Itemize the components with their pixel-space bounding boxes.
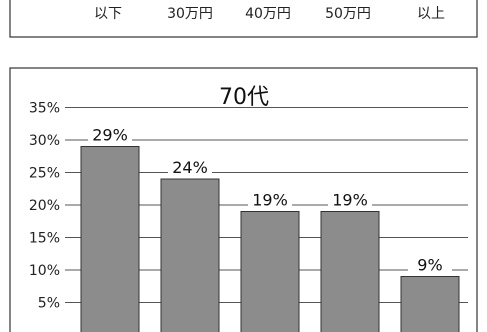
bar-4 bbox=[320, 211, 380, 332]
data-label-2: 24% bbox=[172, 158, 208, 177]
bar-3 bbox=[240, 211, 300, 332]
data-label-3: 19% bbox=[252, 191, 288, 210]
data-label-bg-5 bbox=[408, 255, 452, 273]
data-label-bg-1 bbox=[88, 125, 132, 143]
data-label-4: 19% bbox=[332, 191, 368, 210]
y-tick-label-20: 20% bbox=[29, 198, 60, 214]
bar-5 bbox=[400, 276, 460, 332]
prev-x-label-5: 以上 bbox=[417, 6, 445, 22]
y-tick-label-35: 35% bbox=[29, 101, 60, 117]
y-tick-label-5: 5% bbox=[38, 296, 60, 312]
y-tick-label-25: 25% bbox=[29, 166, 60, 182]
y-tick-label-10: 10% bbox=[29, 263, 60, 279]
bar-2 bbox=[160, 178, 220, 332]
prev-x-label-3: 40万円 bbox=[245, 6, 291, 22]
data-label-1: 29% bbox=[92, 126, 128, 145]
previous-chart-x-axis-strip: 以下 30万円 40万円 50万円 以上 bbox=[9, 0, 478, 38]
previous-chart-frame-bottom bbox=[9, 0, 478, 38]
data-label-5: 9% bbox=[417, 256, 442, 275]
data-label-bg-4 bbox=[328, 190, 372, 208]
data-label-bg-2 bbox=[168, 158, 212, 175]
data-labels: 29% 24% 19% 19% 9% bbox=[88, 125, 452, 275]
y-tick-label-15: 15% bbox=[29, 231, 60, 247]
prev-x-label-2: 30万円 bbox=[167, 6, 213, 22]
chart-title: 70代 bbox=[219, 85, 269, 110]
y-axis-tick-labels: 5% 10% 15% 20% 25% 30% 35% bbox=[29, 101, 60, 312]
data-label-bg-3 bbox=[248, 190, 292, 208]
bars bbox=[80, 146, 460, 332]
y-tick-label-30: 30% bbox=[29, 133, 60, 149]
prev-x-label-1: 以下 bbox=[94, 6, 122, 22]
bar-1 bbox=[80, 146, 140, 332]
prev-x-label-4: 50万円 bbox=[325, 6, 371, 22]
